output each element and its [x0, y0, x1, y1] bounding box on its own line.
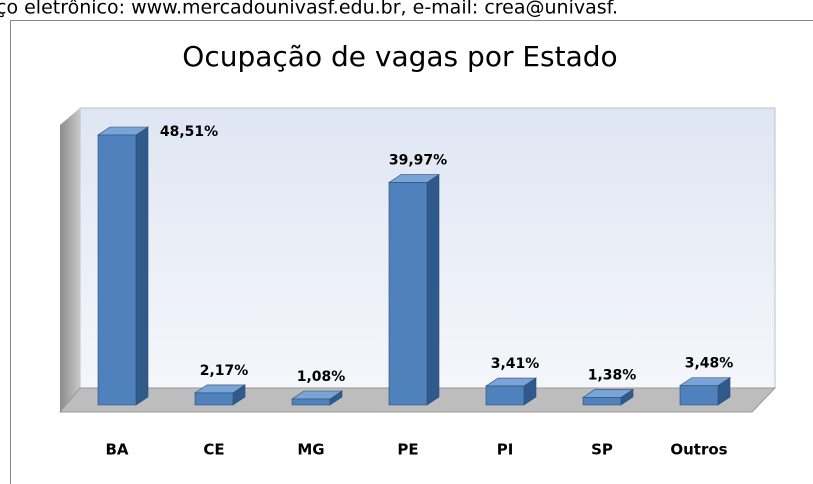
data-label: 1,08% — [297, 369, 346, 385]
bar-face — [388, 182, 428, 406]
bar-face — [679, 385, 719, 406]
data-label: 3,48% — [685, 356, 734, 372]
bar — [291, 390, 343, 406]
data-label: 2,17% — [200, 363, 249, 379]
x-tick-label: PE — [397, 441, 418, 459]
bar-face — [194, 392, 234, 406]
x-tick-label: SP — [591, 441, 613, 459]
data-label: 1,38% — [588, 367, 637, 383]
bar — [194, 384, 246, 406]
bar-face — [426, 173, 440, 406]
bar-face — [135, 126, 149, 406]
bar-face — [582, 397, 622, 406]
header-text: ço eletrônico: www.mercadounivasf.edu.br… — [0, 0, 618, 19]
side-wall — [60, 108, 80, 412]
bar-face — [485, 385, 525, 406]
chart-title: Ocupação de vagas por Estado — [182, 40, 617, 73]
bar — [485, 377, 537, 406]
x-tick-label: PI — [497, 441, 514, 459]
bar — [679, 377, 731, 406]
data-label: 3,41% — [491, 356, 540, 372]
x-tick-label: Outros — [670, 441, 727, 459]
bar — [97, 126, 149, 406]
x-tick-label: BA — [105, 441, 128, 459]
bar-face — [291, 398, 331, 406]
data-label: 48,51% — [160, 124, 218, 140]
bar-face — [97, 134, 137, 406]
data-label: 39,97% — [389, 153, 447, 169]
bar — [388, 173, 440, 406]
x-tick-label: MG — [297, 441, 324, 459]
bar — [582, 388, 634, 406]
x-tick-label: CE — [203, 441, 224, 459]
